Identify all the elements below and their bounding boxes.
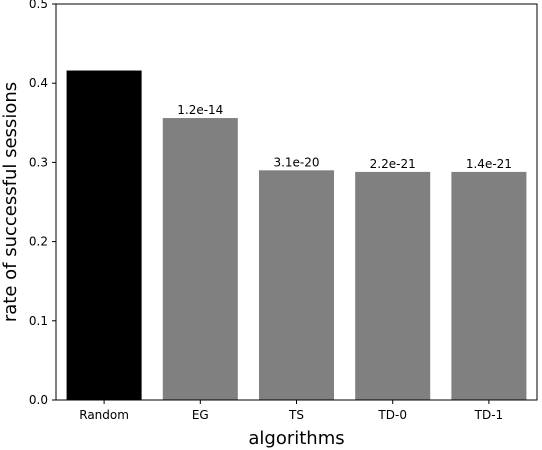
x-tick-label-td-0: TD-0 [377,408,407,422]
x-tick-label-eg: EG [192,408,209,422]
y-tick-label: 0.3 [29,155,48,169]
x-tick-label-random: Random [79,408,129,422]
bar-ts [258,170,335,400]
bar-labels-group: 1.2e-14 3.1e-20 2.2e-21 1.4e-21 [177,103,512,171]
y-axis-ticks: 0.0 0.1 0.2 0.3 0.4 0.5 [29,0,56,407]
bar-td-0 [355,171,431,400]
bar-random [66,70,142,400]
y-tick-label: 0.2 [29,235,48,249]
x-tick-label-td-1: TD-1 [474,408,504,422]
x-tick-label-ts: TS [288,408,304,422]
bar-eg [162,118,238,400]
bar-label-eg: 1.2e-14 [177,103,223,117]
bar-label-td-0: 2.2e-21 [370,157,416,171]
y-tick-label: 0.0 [29,393,48,407]
bars-group [66,70,527,400]
y-tick-label: 0.5 [29,0,48,11]
y-axis-title: rate of successful sessions [0,82,21,322]
bar-label-ts: 3.1e-20 [273,155,319,169]
y-tick-label: 0.4 [29,76,48,90]
bar-td-1 [451,171,527,400]
bar-label-td-1: 1.4e-21 [466,157,512,171]
x-axis-title: algorithms [248,428,344,449]
y-tick-label: 0.1 [29,314,48,328]
plot-frame [55,3,538,401]
x-axis-ticks: Random EG TS TD-0 TD-1 [79,400,503,422]
